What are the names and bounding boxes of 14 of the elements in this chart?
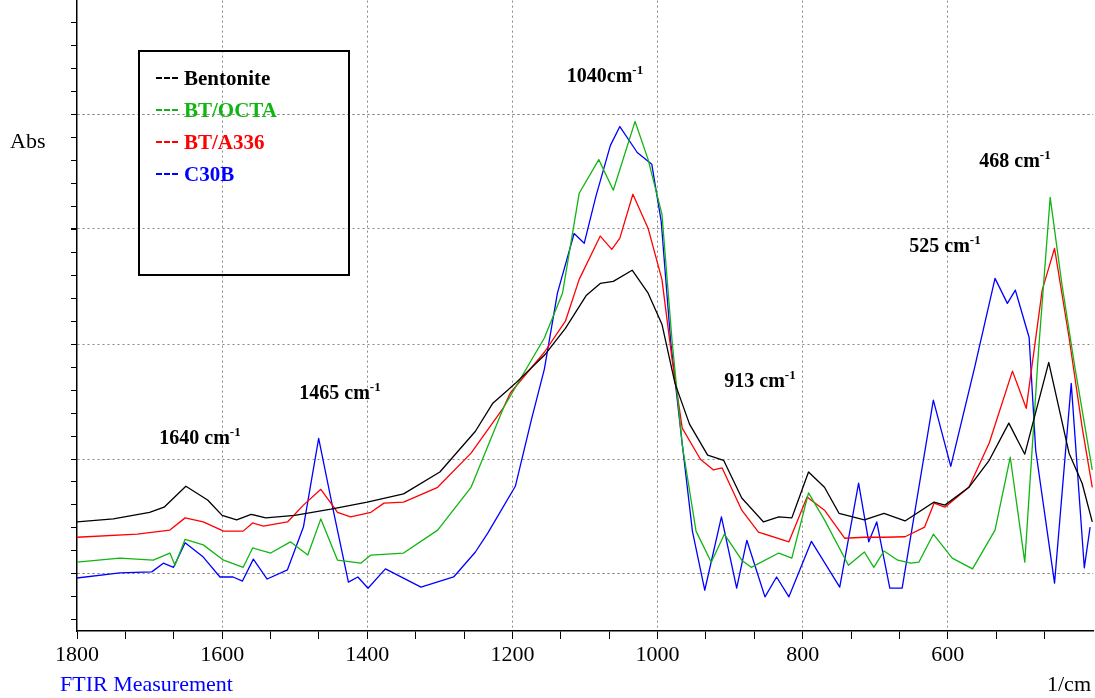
y-axis-title: Abs xyxy=(10,127,46,153)
x-tick-label: 1200 xyxy=(490,640,535,666)
x-tick-label: 800 xyxy=(786,640,820,666)
text: FTIR Measurement xyxy=(60,670,233,696)
x-tick-label: 1000 xyxy=(635,640,680,666)
x-tick-label: 600 xyxy=(931,640,965,666)
legend-label: Bentonite xyxy=(184,65,271,91)
x-axis-title: 1/cm xyxy=(1047,670,1091,696)
legend-label: BT/OCTA xyxy=(184,97,277,123)
legend-label: BT/A336 xyxy=(184,129,265,155)
legend-label: C30B xyxy=(184,161,235,187)
x-tick-label: 1600 xyxy=(200,640,245,666)
x-tick-label: 1400 xyxy=(345,640,390,666)
x-tick-label: 1800 xyxy=(55,640,99,666)
